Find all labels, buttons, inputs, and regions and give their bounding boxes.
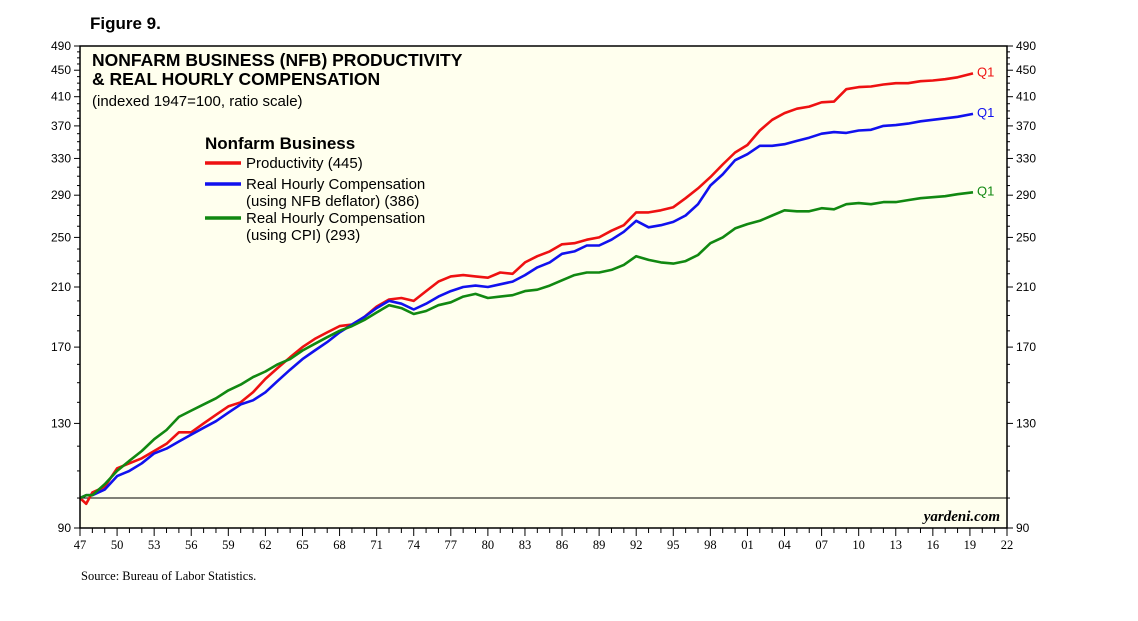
x-tick-label: 04	[778, 538, 791, 552]
x-tick-label: 68	[333, 538, 346, 552]
x-tick-label: 80	[482, 538, 495, 552]
x-tick-label: 62	[259, 538, 272, 552]
legend-title: Nonfarm Business	[205, 134, 355, 153]
legend-label-comp-nfb-1: Real Hourly Compensation	[246, 176, 425, 193]
y-tick-label-right: 370	[1016, 119, 1036, 133]
x-tick-label: 07	[815, 538, 828, 552]
source-note: Source: Bureau of Labor Statistics.	[81, 569, 257, 583]
y-tick-label-left: 250	[51, 230, 71, 244]
x-tick-label: 13	[890, 538, 903, 552]
y-tick-label-right: 170	[1016, 340, 1036, 354]
chart-title-line-1: NONFARM BUSINESS (NFB) PRODUCTIVITY	[92, 50, 463, 70]
y-tick-label-right: 490	[1016, 39, 1036, 53]
series-line-1	[79, 112, 974, 500]
y-tick-label-left: 410	[51, 90, 71, 104]
y-tick-label-left: 490	[51, 39, 71, 53]
y-tick-label-right: 90	[1016, 521, 1030, 535]
y-tick-label-right: 410	[1016, 90, 1036, 104]
legend: Nonfarm Business Productivity (445) Real…	[205, 134, 425, 244]
legend-label-comp-nfb-2: (using NFB deflator) (386)	[246, 193, 419, 210]
legend-label-productivity: Productivity (445)	[246, 155, 363, 172]
x-tick-label: 95	[667, 538, 680, 552]
y-tick-label-right: 250	[1016, 230, 1036, 244]
x-tick-label: 86	[556, 538, 569, 552]
x-tick-label: 89	[593, 538, 606, 552]
figure-label: Figure 9.	[90, 14, 161, 33]
y-tick-label-left: 290	[51, 188, 71, 202]
plot-frame	[79, 45, 1008, 529]
series-line-2	[79, 191, 974, 500]
legend-label-comp-cpi-2: (using CPI) (293)	[246, 227, 360, 244]
x-tick-label: 77	[445, 538, 458, 552]
series-end-label-2: Q1	[977, 183, 994, 198]
x-tick-label: 53	[148, 538, 161, 552]
chart-title-line-2: & REAL HOURLY COMPENSATION	[92, 69, 380, 89]
y-tick-label-left: 130	[51, 416, 71, 430]
x-tick-label: 50	[111, 538, 124, 552]
legend-label-comp-cpi-1: Real Hourly Compensation	[246, 210, 425, 227]
y-tick-label-left: 370	[51, 119, 71, 133]
x-tick-label: 98	[704, 538, 717, 552]
series-line-0	[79, 72, 974, 506]
x-tick-label: 83	[519, 538, 532, 552]
y-tick-label-right: 290	[1016, 188, 1036, 202]
x-tick-label: 56	[185, 538, 198, 552]
x-tick-label: 19	[964, 538, 977, 552]
chart-subtitle: (indexed 1947=100, ratio scale)	[92, 93, 303, 110]
series-end-label-1: Q1	[977, 105, 994, 120]
y-tick-label-right: 210	[1016, 280, 1036, 294]
x-tick-label: 22	[1001, 538, 1014, 552]
x-tick-label: 47	[74, 538, 87, 552]
x-tick-label: 59	[222, 538, 235, 552]
y-tick-label-right: 130	[1016, 416, 1036, 430]
y-tick-label-right: 330	[1016, 151, 1036, 165]
y-tick-label-left: 170	[51, 340, 71, 354]
y-tick-label-right: 450	[1016, 63, 1036, 77]
x-tick-label: 71	[370, 538, 383, 552]
y-tick-label-left: 330	[51, 151, 71, 165]
x-tick-label: 92	[630, 538, 643, 552]
x-tick-label: 01	[741, 538, 754, 552]
y-tick-label-left: 210	[51, 280, 71, 294]
x-tick-label: 16	[927, 538, 940, 552]
series-end-label-0: Q1	[977, 64, 994, 79]
x-tick-label: 65	[296, 538, 309, 552]
y-tick-label-left: 450	[51, 63, 71, 77]
watermark: yardeni.com	[922, 509, 1000, 525]
x-tick-label: 10	[852, 538, 865, 552]
y-tick-label-left: 90	[58, 521, 72, 535]
x-tick-label: 74	[407, 538, 420, 552]
